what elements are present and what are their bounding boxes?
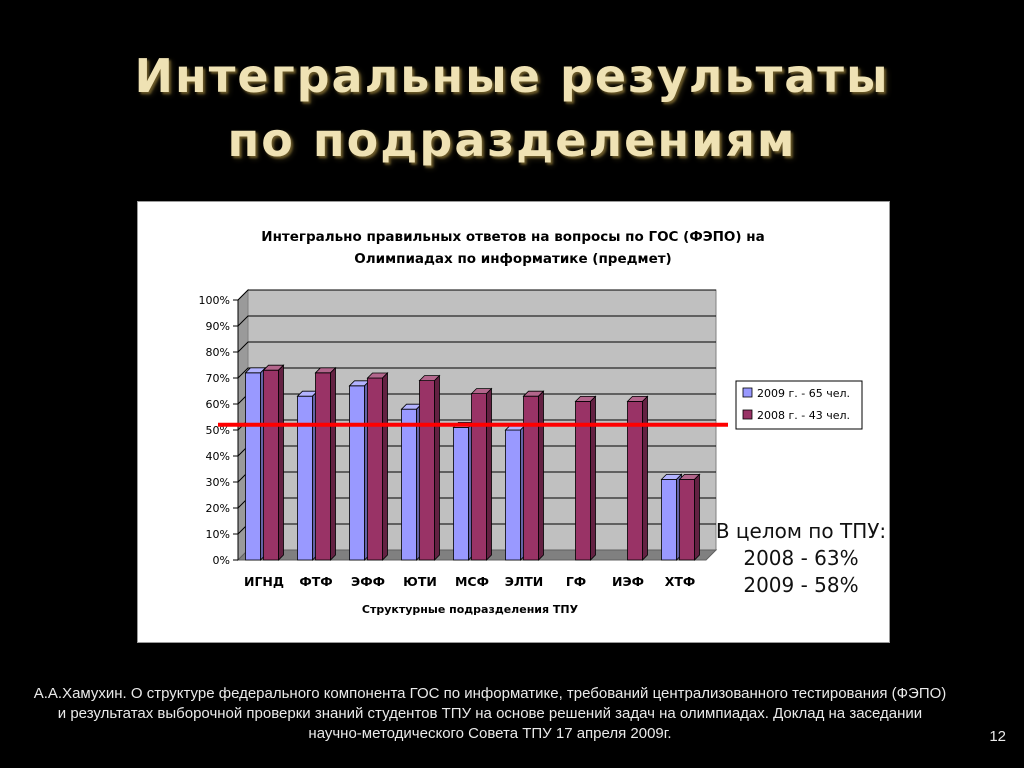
y-tick-label: 0%	[213, 554, 230, 567]
bar	[314, 366, 337, 561]
bar-front	[245, 372, 261, 561]
legend-swatch	[742, 387, 753, 398]
x-axis-label: Структурные подразделения ТПУ	[362, 603, 579, 616]
x-tick-label: ЭЛТИ	[505, 574, 544, 589]
bar-chart: Интегрально правильных ответов на вопрос…	[199, 229, 863, 616]
bar	[296, 390, 319, 561]
chart-frame: Интегрально правильных ответов на вопрос…	[137, 201, 890, 643]
bar	[400, 403, 423, 561]
bar-side	[590, 395, 596, 561]
bar	[244, 366, 267, 561]
slide-title-line-1: Интегральные результаты	[134, 49, 890, 103]
summary-line-3: 2009 - 58%	[743, 573, 859, 597]
y-tick-label: 10%	[206, 528, 230, 541]
y-tick-label: 70%	[206, 372, 230, 385]
bar	[678, 473, 701, 561]
y-tick-label: 20%	[206, 502, 230, 515]
bar	[660, 473, 683, 561]
bar-front	[505, 429, 521, 561]
legend-box	[735, 380, 863, 430]
bar	[470, 387, 493, 561]
legend-label: 2009 г. - 65 чел.	[757, 387, 850, 400]
summary-box: В целом по ТПУ: 2008 - 63% 2009 - 58%	[711, 518, 891, 599]
bar	[418, 374, 441, 561]
x-tick-label: ИЭФ	[612, 574, 644, 589]
bar-front	[349, 385, 365, 561]
x-tick-label: ЮТИ	[403, 574, 437, 589]
chart-title-line-1: Интегрально правильных ответов на вопрос…	[261, 229, 764, 245]
bar-front	[453, 426, 469, 561]
bar	[262, 364, 285, 561]
summary-line-2: 2008 - 63%	[743, 546, 859, 570]
bar-front	[401, 408, 417, 561]
x-tick-label: ИГНД	[244, 574, 284, 589]
bar-front	[471, 393, 487, 561]
bar-side	[538, 390, 544, 561]
y-tick-label: 80%	[206, 346, 230, 359]
bar-front	[661, 478, 677, 561]
x-axis-ticks: ИГНД ФТФ ЭФФ ЮТИ МСФ ЭЛТИ ГФ ИЭФ ХТФ	[244, 574, 695, 589]
bar-front	[263, 369, 279, 561]
chart-title-line-2: Олимпиадах по информатике (предмет)	[354, 251, 671, 267]
bar	[626, 395, 649, 561]
bar	[452, 421, 475, 561]
x-tick-label: ХТФ	[665, 574, 696, 589]
bar-side	[382, 372, 388, 561]
y-tick-label: 40%	[206, 450, 230, 463]
bar	[504, 424, 527, 561]
slide-title-line-2: по подразделениям	[227, 113, 797, 167]
y-tick-label: 60%	[206, 398, 230, 411]
bar-front	[297, 395, 313, 561]
bar-side	[434, 374, 440, 561]
x-tick-label: ФТФ	[299, 574, 332, 589]
y-tick-label: 100%	[199, 294, 230, 307]
bar-front	[419, 380, 435, 561]
legend-label: 2008 г. - 43 чел.	[757, 409, 850, 422]
gridline	[237, 367, 716, 379]
bar	[366, 372, 389, 561]
legend: 2009 г. - 65 чел. 2008 г. - 43 чел.	[735, 380, 863, 430]
x-tick-label: МСФ	[455, 574, 489, 589]
x-tick-label: ЭФФ	[351, 574, 385, 589]
bar-side	[278, 364, 284, 561]
bar-front	[523, 395, 539, 561]
y-tick-label: 30%	[206, 476, 230, 489]
bar-side	[486, 387, 492, 561]
bar-side	[642, 395, 648, 561]
bar	[522, 390, 545, 561]
summary-line-1: В целом по ТПУ:	[715, 519, 887, 543]
gridline	[237, 341, 716, 353]
gridline	[237, 289, 716, 301]
bar-front	[679, 478, 695, 561]
bar	[574, 395, 597, 561]
footer-citation: А.А.Хамухин. О структуре федерального ко…	[33, 685, 947, 742]
slide-title: Интегральные результаты по подразделения…	[0, 44, 1024, 172]
bar	[348, 379, 371, 561]
legend-swatch	[742, 409, 753, 420]
bar-front	[315, 372, 331, 561]
gridline	[237, 315, 716, 327]
page-number: 12	[989, 728, 1006, 745]
bar-side	[330, 366, 336, 561]
y-tick-label: 50%	[206, 424, 230, 437]
bar-front	[367, 377, 383, 561]
bar-side	[694, 473, 700, 561]
y-tick-label: 90%	[206, 320, 230, 333]
y-axis-ticks: 0% 10% 20% 30% 40% 50% 60% 70% 80% 90% 100%	[199, 294, 239, 567]
x-tick-label: ГФ	[566, 574, 586, 589]
